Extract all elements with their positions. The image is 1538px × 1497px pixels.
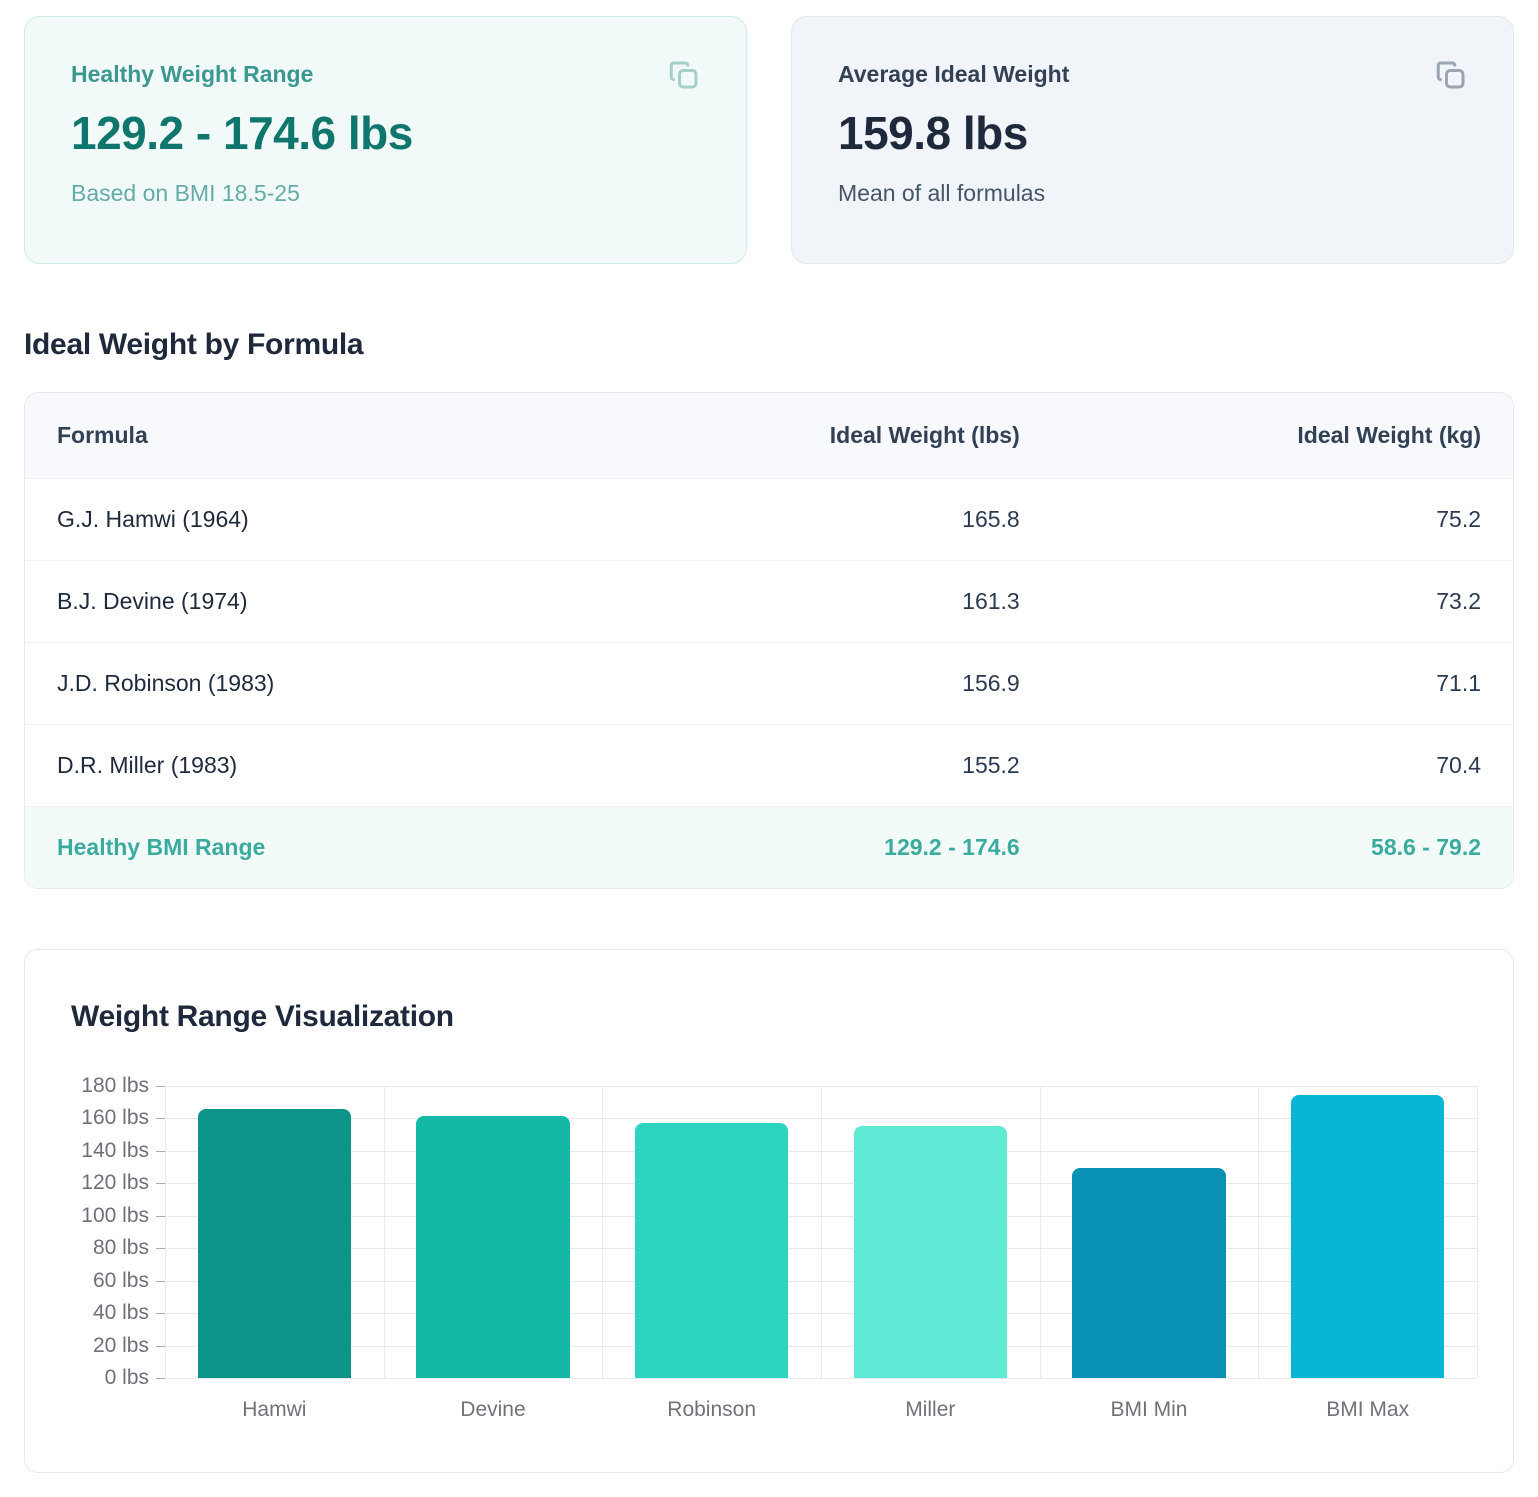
card-label: Average Ideal Weight — [838, 61, 1070, 87]
y-axis-tick-label: 80 lbs — [92, 1236, 149, 1260]
col-header-kg: Ideal Weight (kg) — [1297, 422, 1481, 448]
table-row: B.J. Devine (1974) 161.3 73.2 — [25, 560, 1513, 643]
bar-bmi-max — [1291, 1094, 1445, 1378]
copy-button[interactable] — [1433, 55, 1473, 95]
bar-bmi-min — [1072, 1168, 1226, 1378]
bar-devine — [416, 1116, 570, 1378]
bar-robinson — [635, 1123, 789, 1378]
formula-kg: 70.4 — [1051, 724, 1513, 807]
copy-button[interactable] — [666, 55, 706, 95]
bar-chart: 180 lbs 160 lbs 140 lbs 120 lbs 100 lbs 80 lb… — [71, 1074, 1478, 1389]
chart-plot — [165, 1086, 1478, 1379]
formula-kg: 58.6 - 79.2 — [1051, 806, 1513, 888]
card-label: Healthy Weight Range — [71, 61, 314, 87]
card-subtitle: Based on BMI 18.5-25 — [71, 180, 300, 206]
y-axis-tick — [156, 1086, 165, 1087]
x-axis-label: BMI Max — [1326, 1398, 1410, 1421]
y-axis-tick-label: 20 lbs — [92, 1333, 149, 1357]
ideal-weight-table-card: Formula Ideal Weight (lbs) Ideal Weight … — [24, 392, 1514, 889]
formula-kg: 75.2 — [1051, 478, 1513, 561]
summary-cards: Healthy Weight Range 129.2 - 174.6 lbs B… — [24, 16, 1514, 264]
chart-x-axis: Hamwi Devine Robinson Miller BMI Min BMI Max — [165, 1378, 1477, 1424]
y-axis-tick-label: 0 lbs — [104, 1366, 149, 1389]
gridline — [602, 1086, 604, 1378]
y-axis-tick-label: 100 lbs — [81, 1203, 149, 1227]
formula-kg: 73.2 — [1051, 560, 1513, 643]
gridline — [1039, 1086, 1041, 1378]
table-row: D.R. Miller (1983) 155.2 70.4 — [25, 724, 1513, 807]
table-section-heading: Ideal Weight by Formula — [24, 328, 364, 361]
y-axis-tick-label: 60 lbs — [92, 1268, 149, 1292]
gridline — [821, 1086, 822, 1378]
weight-range-visualization-card: Weight Range Visualization 180 lbs 160 lb… — [24, 949, 1514, 1473]
copy-icon — [666, 57, 706, 93]
col-header-lbs: Ideal Weight (lbs) — [829, 422, 1020, 448]
chart-y-axis: 180 lbs 160 lbs 140 lbs 120 lbs 100 lbs 80 lb… — [71, 1074, 165, 1389]
y-axis-tick-label: 120 lbs — [81, 1171, 149, 1195]
formula-lbs: 156.9 — [590, 642, 1052, 725]
formula-lbs: 155.2 — [590, 724, 1052, 807]
formula-lbs: 161.3 — [590, 560, 1052, 643]
formula-name: D.R. Miller (1983) — [25, 724, 591, 807]
healthy-weight-range-value: 129.2 - 174.6 lbs — [71, 107, 413, 159]
formula-name: B.J. Devine (1974) — [25, 560, 591, 643]
card-subtitle: Mean of all formulas — [838, 180, 1046, 206]
y-axis-tick-label: 160 lbs — [81, 1106, 149, 1130]
formula-name: G.J. Hamwi (1964) — [25, 478, 591, 561]
formula-kg: 71.1 — [1051, 642, 1513, 725]
formula-lbs: 129.2 - 174.6 — [590, 806, 1052, 888]
y-axis-tick — [156, 1280, 165, 1282]
y-axis-tick — [156, 1345, 165, 1347]
x-axis-label: Devine — [460, 1398, 526, 1421]
formula-name: J.D. Robinson (1983) — [25, 642, 591, 725]
table-row-healthy-bmi-range: Healthy BMI Range 129.2 - 174.6 58.6 - 7… — [25, 806, 1513, 888]
average-ideal-weight-value: 159.8 lbs — [838, 107, 1028, 159]
y-axis-tick — [156, 1118, 165, 1120]
y-axis-tick — [156, 1150, 165, 1152]
table-row: G.J. Hamwi (1964) 165.8 75.2 — [25, 478, 1513, 561]
y-axis-tick-label: 180 lbs — [81, 1074, 149, 1097]
bar-hamwi — [197, 1109, 351, 1378]
col-header-formula: Formula — [57, 422, 148, 448]
gridline — [165, 1378, 1477, 1379]
table-header-row: Formula Ideal Weight (lbs) Ideal Weight … — [25, 393, 1513, 479]
y-axis-tick — [156, 1248, 165, 1250]
gridline — [1477, 1086, 1478, 1378]
y-axis-tick — [156, 1183, 165, 1185]
average-ideal-weight-card: Average Ideal Weight 159.8 lbs Mean of a… — [791, 16, 1514, 264]
formula-lbs: 165.8 — [590, 478, 1052, 561]
gridline — [383, 1086, 385, 1378]
y-axis-tick-label: 40 lbs — [92, 1301, 149, 1325]
table-row: J.D. Robinson (1983) 156.9 71.1 — [25, 642, 1513, 725]
bar-miller — [853, 1126, 1007, 1378]
gridline — [165, 1086, 166, 1378]
x-axis-label: Hamwi — [242, 1398, 307, 1421]
x-axis-label: Miller — [905, 1398, 956, 1421]
ideal-weight-table: Formula Ideal Weight (lbs) Ideal Weight … — [25, 393, 1513, 888]
y-axis-tick-label: 140 lbs — [81, 1138, 149, 1162]
x-axis-label: Robinson — [667, 1398, 757, 1421]
chart-title: Weight Range Visualization — [71, 1000, 454, 1033]
y-axis-tick — [156, 1378, 165, 1379]
y-axis-tick — [156, 1215, 165, 1217]
formula-name: Healthy BMI Range — [25, 806, 591, 888]
y-axis-tick — [156, 1313, 165, 1315]
healthy-weight-range-card: Healthy Weight Range 129.2 - 174.6 lbs B… — [24, 16, 747, 264]
copy-icon — [1433, 57, 1473, 93]
gridline — [1258, 1086, 1260, 1378]
x-axis-label: BMI Min — [1110, 1398, 1188, 1421]
